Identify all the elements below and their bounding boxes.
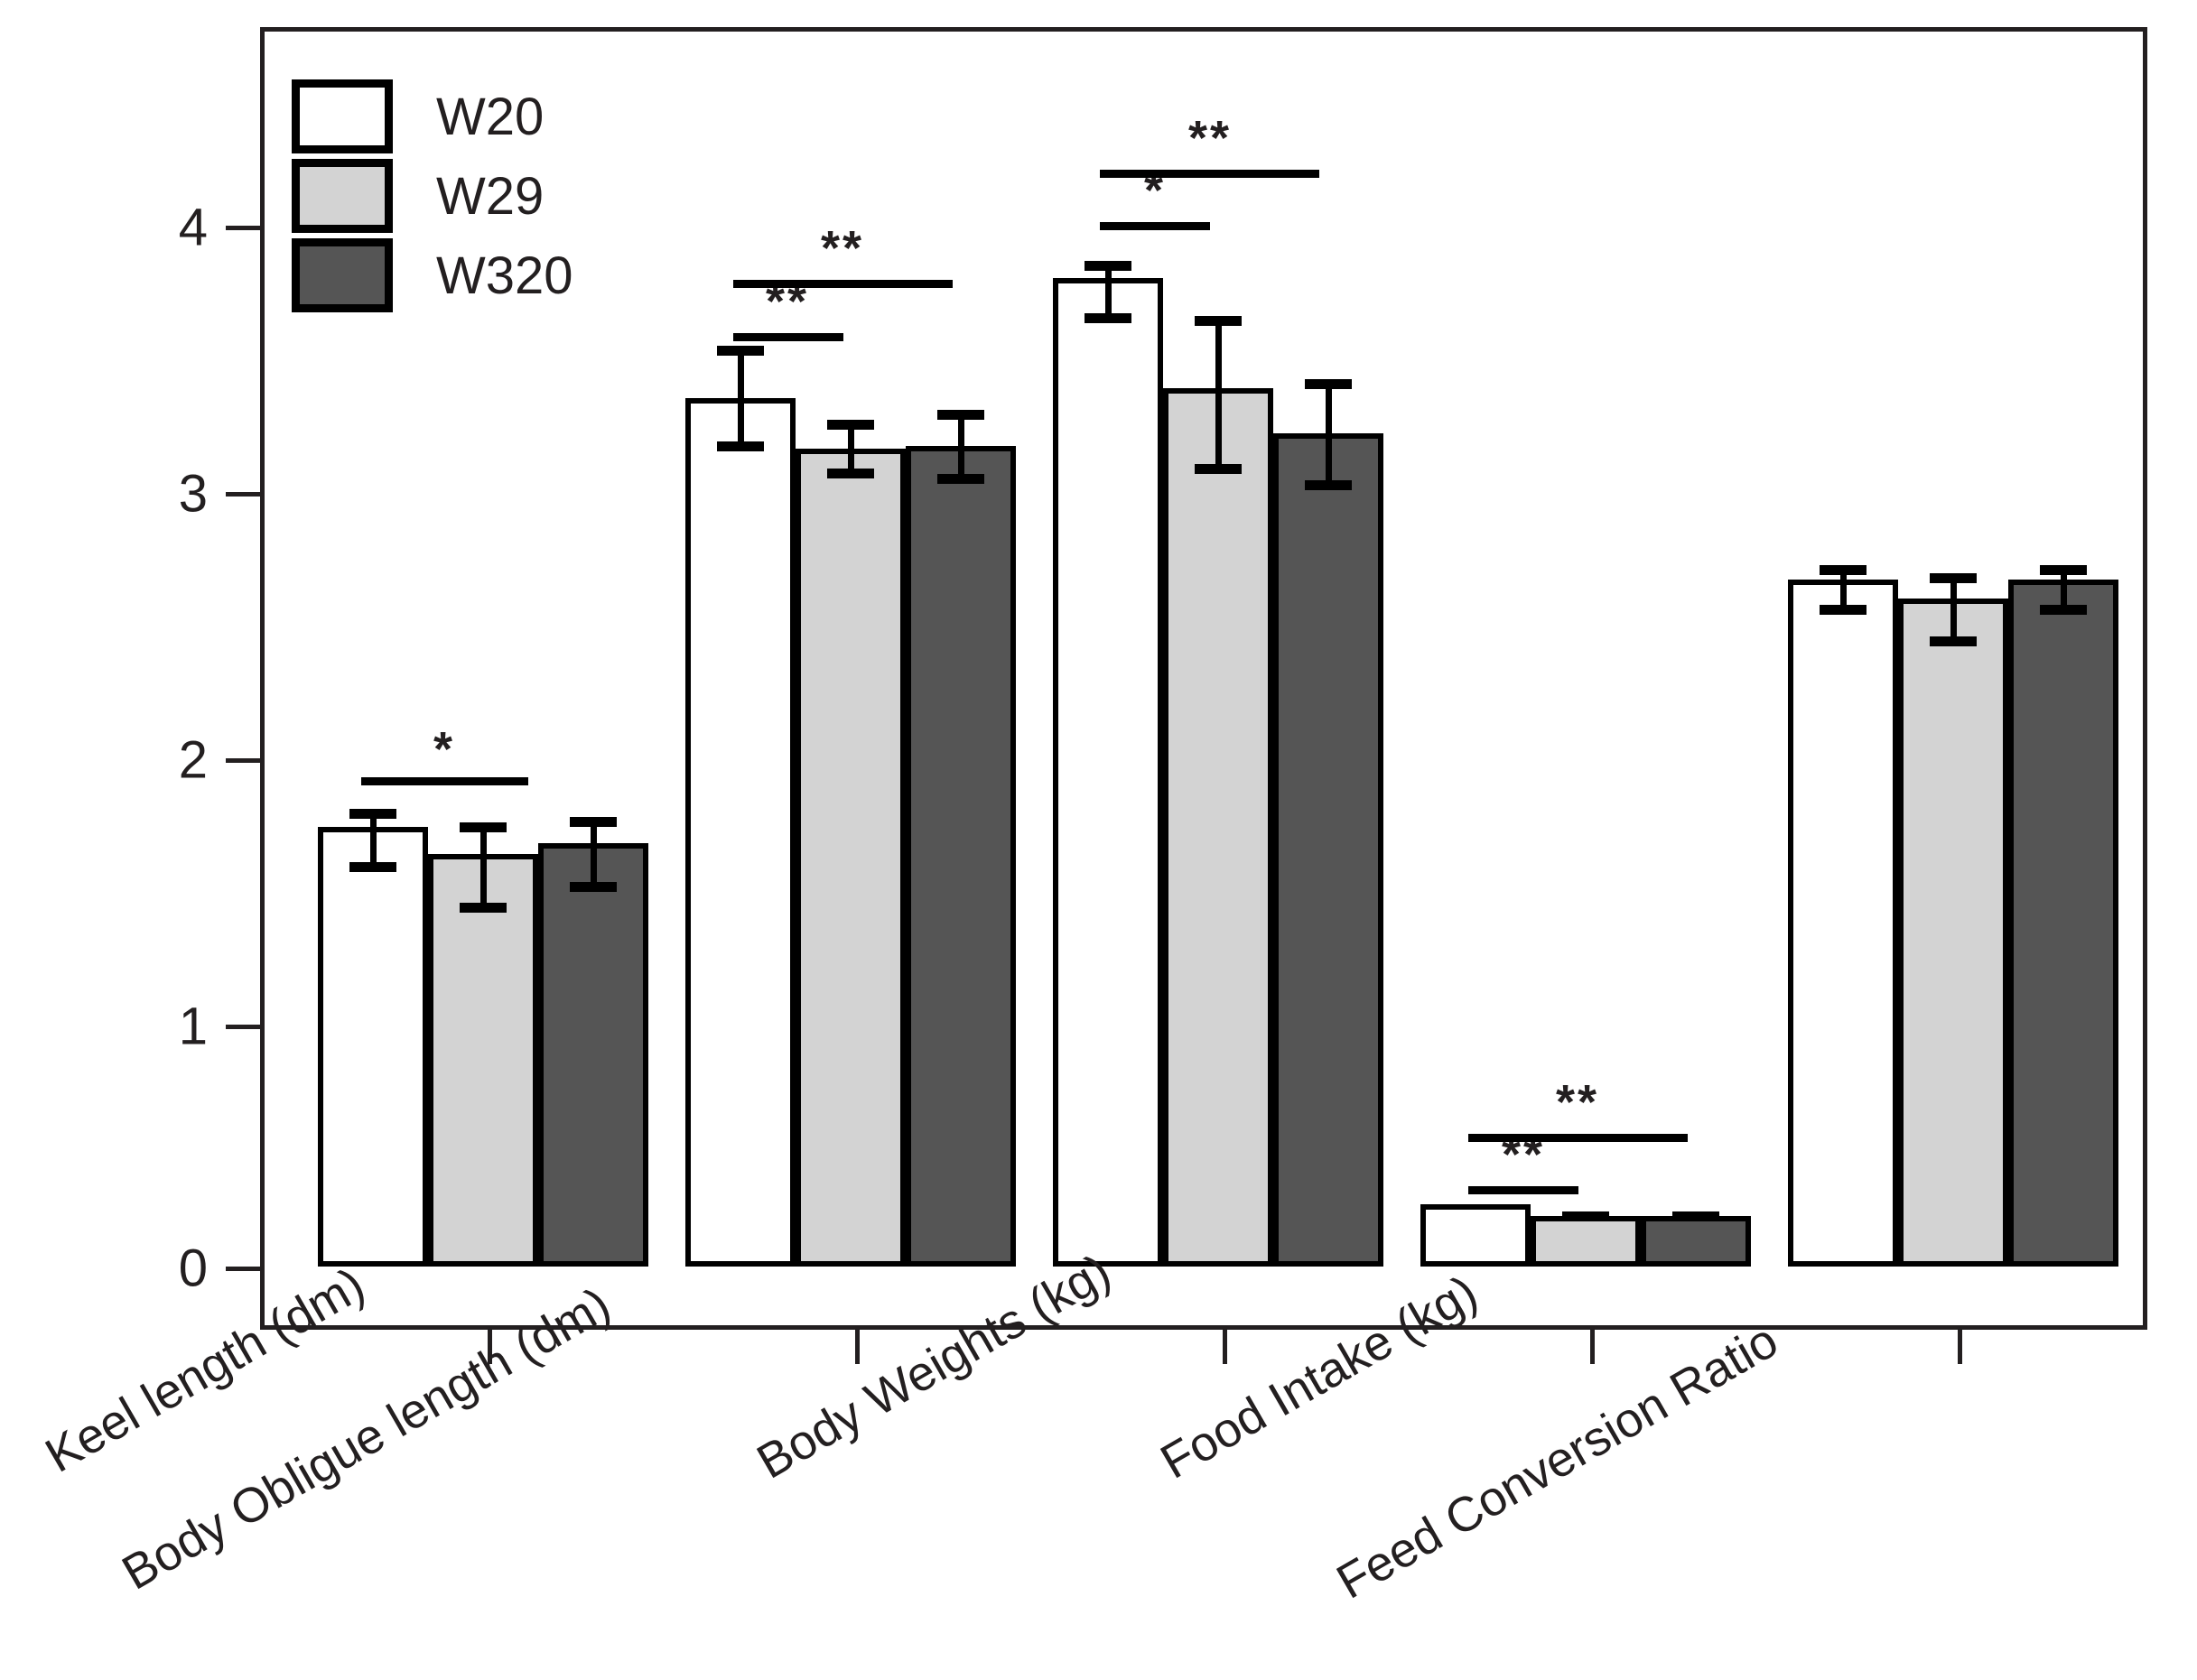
- bar-body-weights-w29: [1163, 388, 1273, 1267]
- error-cap-top-body-weights-w320: [1305, 379, 1352, 389]
- legend-item-w320: W320: [292, 236, 671, 315]
- x-axis-tick-food-intake: [1590, 1330, 1595, 1364]
- error-cap-bottom-body-oblique-w320: [937, 474, 984, 484]
- bar-feed-conversion-ratio-w20: [1788, 580, 1898, 1267]
- error-cap-bottom-body-weights-w20: [1085, 313, 1131, 323]
- error-bar-body-weights-w29: [1215, 320, 1222, 469]
- bar-food-intake-w20: [1420, 1204, 1531, 1267]
- error-bar-feed-conversion-ratio-w320: [2061, 570, 2067, 609]
- error-bar-keel-length-w320: [591, 821, 597, 886]
- y-axis-tick-0: [226, 1267, 260, 1271]
- sig-star-keel-w20-w29: *: [433, 722, 456, 776]
- error-cap-bottom-keel-length-w29: [460, 903, 507, 913]
- bar-body-oblique-length-w320: [906, 446, 1016, 1267]
- error-cap-top-fcr-w320: [2040, 565, 2087, 575]
- error-bar-body-oblique-length-w20: [738, 350, 744, 446]
- error-bar-body-weights-w20: [1105, 265, 1112, 318]
- bar-keel-length-w20: [318, 827, 428, 1267]
- x-axis-tick-body-oblique-length: [855, 1330, 860, 1364]
- legend-swatch-w320: [292, 238, 393, 312]
- legend-item-w29: W29: [292, 156, 671, 236]
- legend-swatch-w20: [292, 79, 393, 153]
- error-cap-top-keel-length-w320: [570, 817, 617, 827]
- error-bar-feed-conversion-ratio-w20: [1840, 570, 1847, 609]
- sig-bracket-body-oblique-w20-w320: [733, 280, 953, 288]
- bar-body-weights-w320: [1273, 433, 1383, 1267]
- sig-bracket-body-weights-w20-w29: [1100, 222, 1210, 230]
- error-bar-body-oblique-length-w320: [958, 414, 964, 478]
- bar-food-intake-w320: [1641, 1216, 1751, 1267]
- error-cap-top-body-oblique-w29: [827, 420, 874, 430]
- bar-feed-conversion-ratio-w29: [1898, 599, 2008, 1267]
- sig-star-body-oblique-w20-w320: **: [820, 221, 865, 275]
- error-cap-food-intake-w29: [1562, 1211, 1609, 1221]
- legend-swatch-w29: [292, 159, 393, 233]
- error-cap-top-body-weights-w20: [1085, 261, 1131, 271]
- bar-food-intake-w29: [1531, 1216, 1641, 1267]
- bar-keel-length-w320: [538, 843, 648, 1267]
- error-cap-top-fcr-w20: [1820, 565, 1867, 575]
- x-axis-tick-feed-conversion-ratio: [1958, 1330, 1962, 1364]
- error-cap-bottom-keel-length-w20: [349, 862, 396, 872]
- sig-star-body-weights-w20-w29: *: [1143, 163, 1167, 218]
- y-axis-tick-3: [226, 492, 260, 497]
- legend-label-w29: W29: [436, 166, 545, 226]
- error-cap-bottom-fcr-w20: [1820, 605, 1867, 615]
- error-bar-body-weights-w320: [1326, 384, 1332, 485]
- sig-star-food-intake-w20-w320: **: [1555, 1075, 1600, 1129]
- sig-bracket-keel-w20-w29: [361, 777, 528, 785]
- sig-bracket-food-intake-w20-w29: [1468, 1186, 1578, 1194]
- sig-bracket-body-weights-w20-w320: [1100, 170, 1319, 178]
- x-axis-tick-body-weights: [1223, 1330, 1227, 1364]
- error-bar-feed-conversion-ratio-w29: [1950, 578, 1957, 641]
- error-cap-bottom-fcr-w29: [1930, 636, 1977, 646]
- error-bar-body-oblique-length-w29: [848, 424, 854, 473]
- error-cap-bottom-body-weights-w320: [1305, 480, 1352, 490]
- error-cap-bottom-body-oblique-w20: [717, 441, 764, 451]
- bar-body-oblique-length-w29: [796, 449, 906, 1267]
- y-axis-tick-2: [226, 758, 260, 763]
- error-cap-top-body-weights-w29: [1195, 316, 1242, 326]
- legend: W20 W29 W320: [292, 77, 671, 315]
- y-axis-tick-1: [226, 1025, 260, 1029]
- legend-item-w20: W20: [292, 77, 671, 156]
- error-bar-keel-length-w20: [370, 813, 377, 867]
- error-cap-top-keel-length-w29: [460, 822, 507, 832]
- x-axis-tick-keel-length: [488, 1330, 492, 1364]
- y-axis-label-3: 3: [178, 464, 208, 524]
- error-cap-top-body-oblique-w320: [937, 410, 984, 420]
- error-cap-bottom-body-weights-w29: [1195, 464, 1242, 474]
- sig-bracket-food-intake-w20-w320: [1468, 1134, 1688, 1142]
- error-bar-keel-length-w29: [480, 827, 487, 907]
- y-axis-label-2: 2: [178, 730, 208, 790]
- y-axis-tick-4: [226, 226, 260, 230]
- bar-feed-conversion-ratio-w320: [2008, 580, 2118, 1267]
- error-cap-top-fcr-w29: [1930, 573, 1977, 583]
- error-cap-bottom-fcr-w320: [2040, 605, 2087, 615]
- sig-bracket-body-oblique-w20-w29: [733, 333, 843, 341]
- error-cap-food-intake-w320: [1672, 1211, 1719, 1221]
- error-cap-top-body-oblique-w20: [717, 346, 764, 356]
- bar-body-oblique-length-w20: [685, 398, 796, 1267]
- legend-label-w20: W20: [436, 87, 545, 146]
- error-cap-bottom-keel-length-w320: [570, 882, 617, 892]
- bar-keel-length-w29: [428, 854, 538, 1267]
- sig-star-body-weights-w20-w320: **: [1187, 111, 1233, 165]
- y-axis-label-1: 1: [178, 997, 208, 1056]
- y-axis-label-4: 4: [178, 198, 208, 257]
- error-cap-bottom-body-oblique-w29: [827, 469, 874, 478]
- error-cap-top-keel-length-w20: [349, 809, 396, 819]
- y-axis-label-0: 0: [178, 1239, 208, 1298]
- bar-body-weights-w20: [1053, 278, 1163, 1267]
- legend-label-w320: W320: [436, 246, 573, 305]
